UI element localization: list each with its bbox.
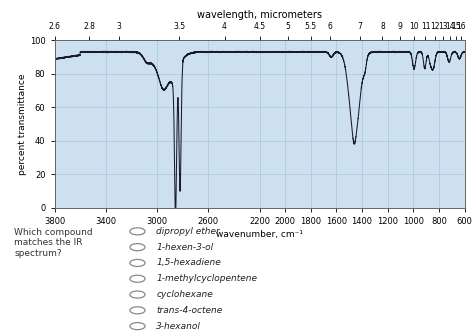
- Y-axis label: percent transmittance: percent transmittance: [18, 73, 27, 175]
- Text: dipropyl ether: dipropyl ether: [156, 227, 220, 236]
- Text: 1-hexen-3-ol: 1-hexen-3-ol: [156, 243, 214, 252]
- Text: cyclohexane: cyclohexane: [156, 290, 213, 299]
- X-axis label: wavelength, micrometers: wavelength, micrometers: [197, 10, 322, 20]
- Text: 1-methylcyclopentene: 1-methylcyclopentene: [156, 274, 257, 283]
- X-axis label: wavenumber, cm⁻¹: wavenumber, cm⁻¹: [216, 230, 303, 239]
- Text: 3-hexanol: 3-hexanol: [156, 322, 201, 331]
- Text: trans-4-octene: trans-4-octene: [156, 306, 223, 315]
- Text: Which compound
matches the IR
spectrum?: Which compound matches the IR spectrum?: [14, 228, 93, 258]
- Text: 1,5-hexadiene: 1,5-hexadiene: [156, 258, 221, 267]
